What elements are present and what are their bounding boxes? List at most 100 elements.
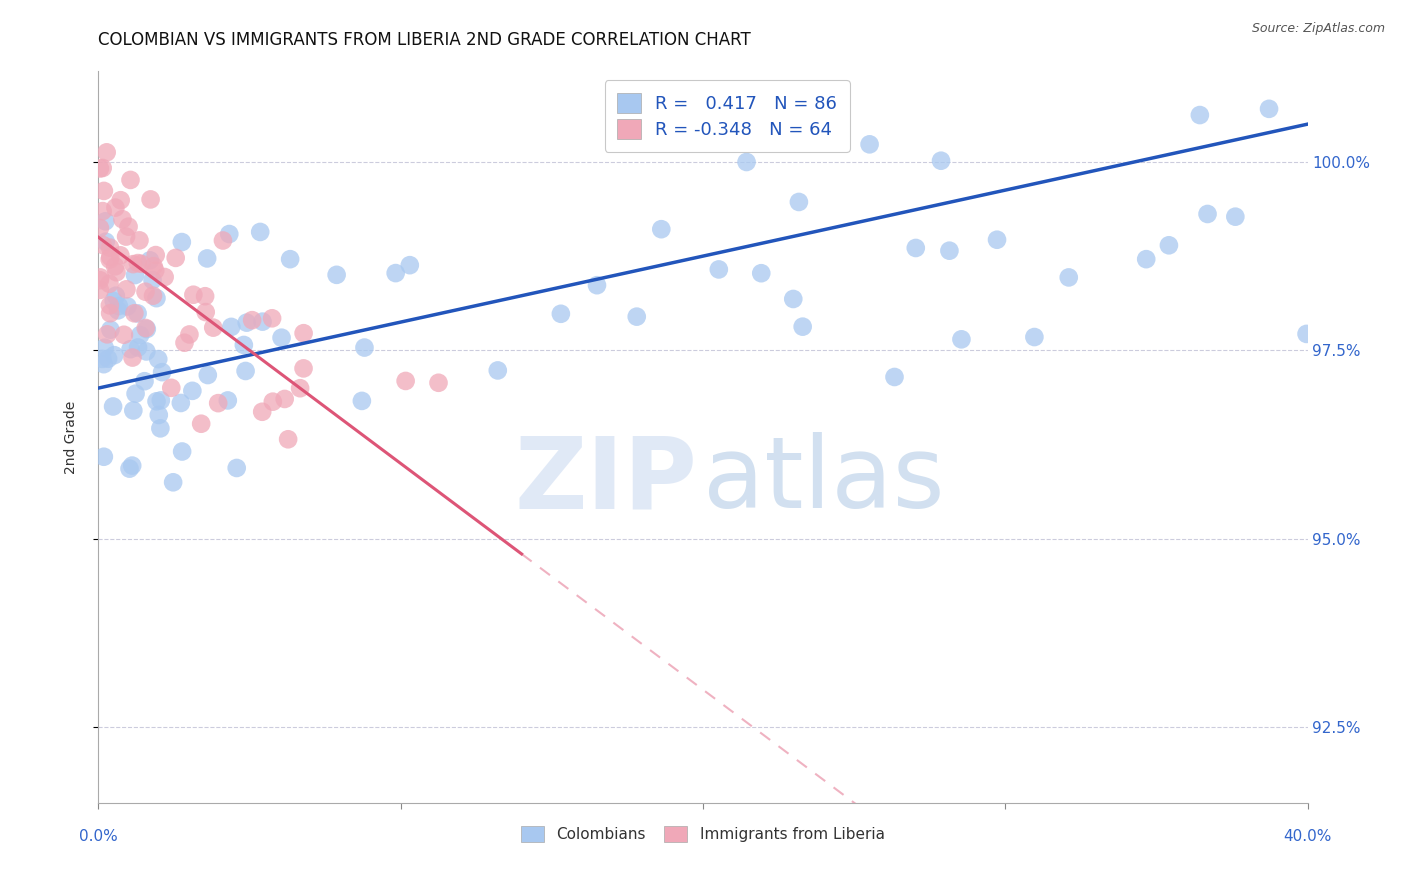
Text: COLOMBIAN VS IMMIGRANTS FROM LIBERIA 2ND GRADE CORRELATION CHART: COLOMBIAN VS IMMIGRANTS FROM LIBERIA 2ND… (98, 31, 751, 49)
Point (104, 289, 127, 303)
Point (149, 393, 172, 408)
Point (145, 394, 167, 409)
Point (139, 253, 162, 268)
Point (1157, 238, 1180, 252)
Point (792, 319, 814, 334)
Point (986, 233, 1008, 247)
Point (98, 277, 121, 291)
Point (127, 306, 149, 320)
Point (103, 294, 125, 309)
Point (142, 273, 165, 287)
Point (249, 225, 271, 239)
Point (1295, 326, 1317, 341)
Point (134, 374, 156, 388)
Point (145, 248, 167, 262)
Point (94, 235, 117, 249)
Point (262, 394, 284, 409)
Text: 0.0%: 0.0% (79, 830, 118, 844)
Point (91, 238, 114, 252)
Point (153, 270, 176, 285)
Point (104, 201, 127, 215)
Point (91, 204, 114, 219)
Point (115, 282, 138, 296)
Point (98, 252, 121, 267)
Point (929, 153, 952, 168)
Point (165, 251, 187, 265)
Point (173, 335, 195, 350)
Point (218, 227, 240, 241)
Point (121, 351, 143, 365)
Point (124, 306, 146, 320)
Point (93, 341, 115, 355)
Point (107, 303, 129, 318)
Point (128, 233, 150, 247)
Point (292, 326, 315, 341)
Point (122, 403, 145, 417)
Point (98, 306, 121, 320)
Point (179, 327, 201, 342)
Point (135, 321, 157, 335)
Point (250, 405, 273, 419)
Point (98, 298, 121, 312)
Point (142, 259, 165, 273)
Point (129, 257, 152, 271)
Point (350, 393, 373, 408)
Point (904, 241, 927, 255)
Point (225, 461, 247, 475)
Point (170, 396, 193, 410)
Point (707, 262, 730, 277)
Point (278, 252, 301, 267)
Point (124, 386, 146, 401)
Point (217, 393, 239, 408)
Point (194, 289, 217, 303)
Point (197, 368, 219, 382)
Point (221, 319, 243, 334)
Point (1135, 252, 1157, 267)
Point (149, 421, 172, 435)
Point (120, 173, 142, 187)
Point (115, 229, 138, 244)
Point (181, 384, 204, 398)
Point (486, 363, 509, 377)
Point (124, 268, 146, 282)
Point (183, 287, 205, 301)
Point (117, 300, 139, 314)
Point (240, 313, 263, 327)
Point (122, 257, 145, 271)
Point (93, 450, 115, 464)
Point (782, 292, 804, 306)
Point (98, 241, 121, 255)
Point (89, 283, 111, 297)
Point (118, 461, 141, 475)
Point (96, 327, 118, 342)
Point (135, 322, 157, 336)
Point (142, 288, 165, 302)
Point (735, 155, 758, 169)
Point (212, 234, 235, 248)
Point (129, 328, 152, 343)
Point (232, 338, 254, 352)
Point (127, 256, 149, 270)
Point (108, 299, 131, 313)
Point (550, 307, 572, 321)
Point (273, 392, 295, 406)
Text: 40.0%: 40.0% (1284, 830, 1331, 844)
Legend: Colombians, Immigrants from Liberia: Colombians, Immigrants from Liberia (513, 818, 893, 850)
Point (353, 341, 375, 355)
Text: Source: ZipAtlas.com: Source: ZipAtlas.com (1251, 22, 1385, 36)
Point (586, 278, 609, 293)
Point (1057, 270, 1080, 285)
Point (160, 381, 183, 395)
Point (207, 396, 229, 410)
Point (1024, 330, 1046, 344)
Point (1225, 210, 1247, 224)
Point (235, 316, 257, 330)
Point (398, 258, 420, 272)
Point (105, 265, 128, 279)
Point (110, 193, 132, 207)
Point (110, 248, 132, 262)
Point (277, 432, 299, 446)
Point (89, 221, 111, 235)
Point (1197, 207, 1219, 221)
Point (111, 212, 134, 227)
